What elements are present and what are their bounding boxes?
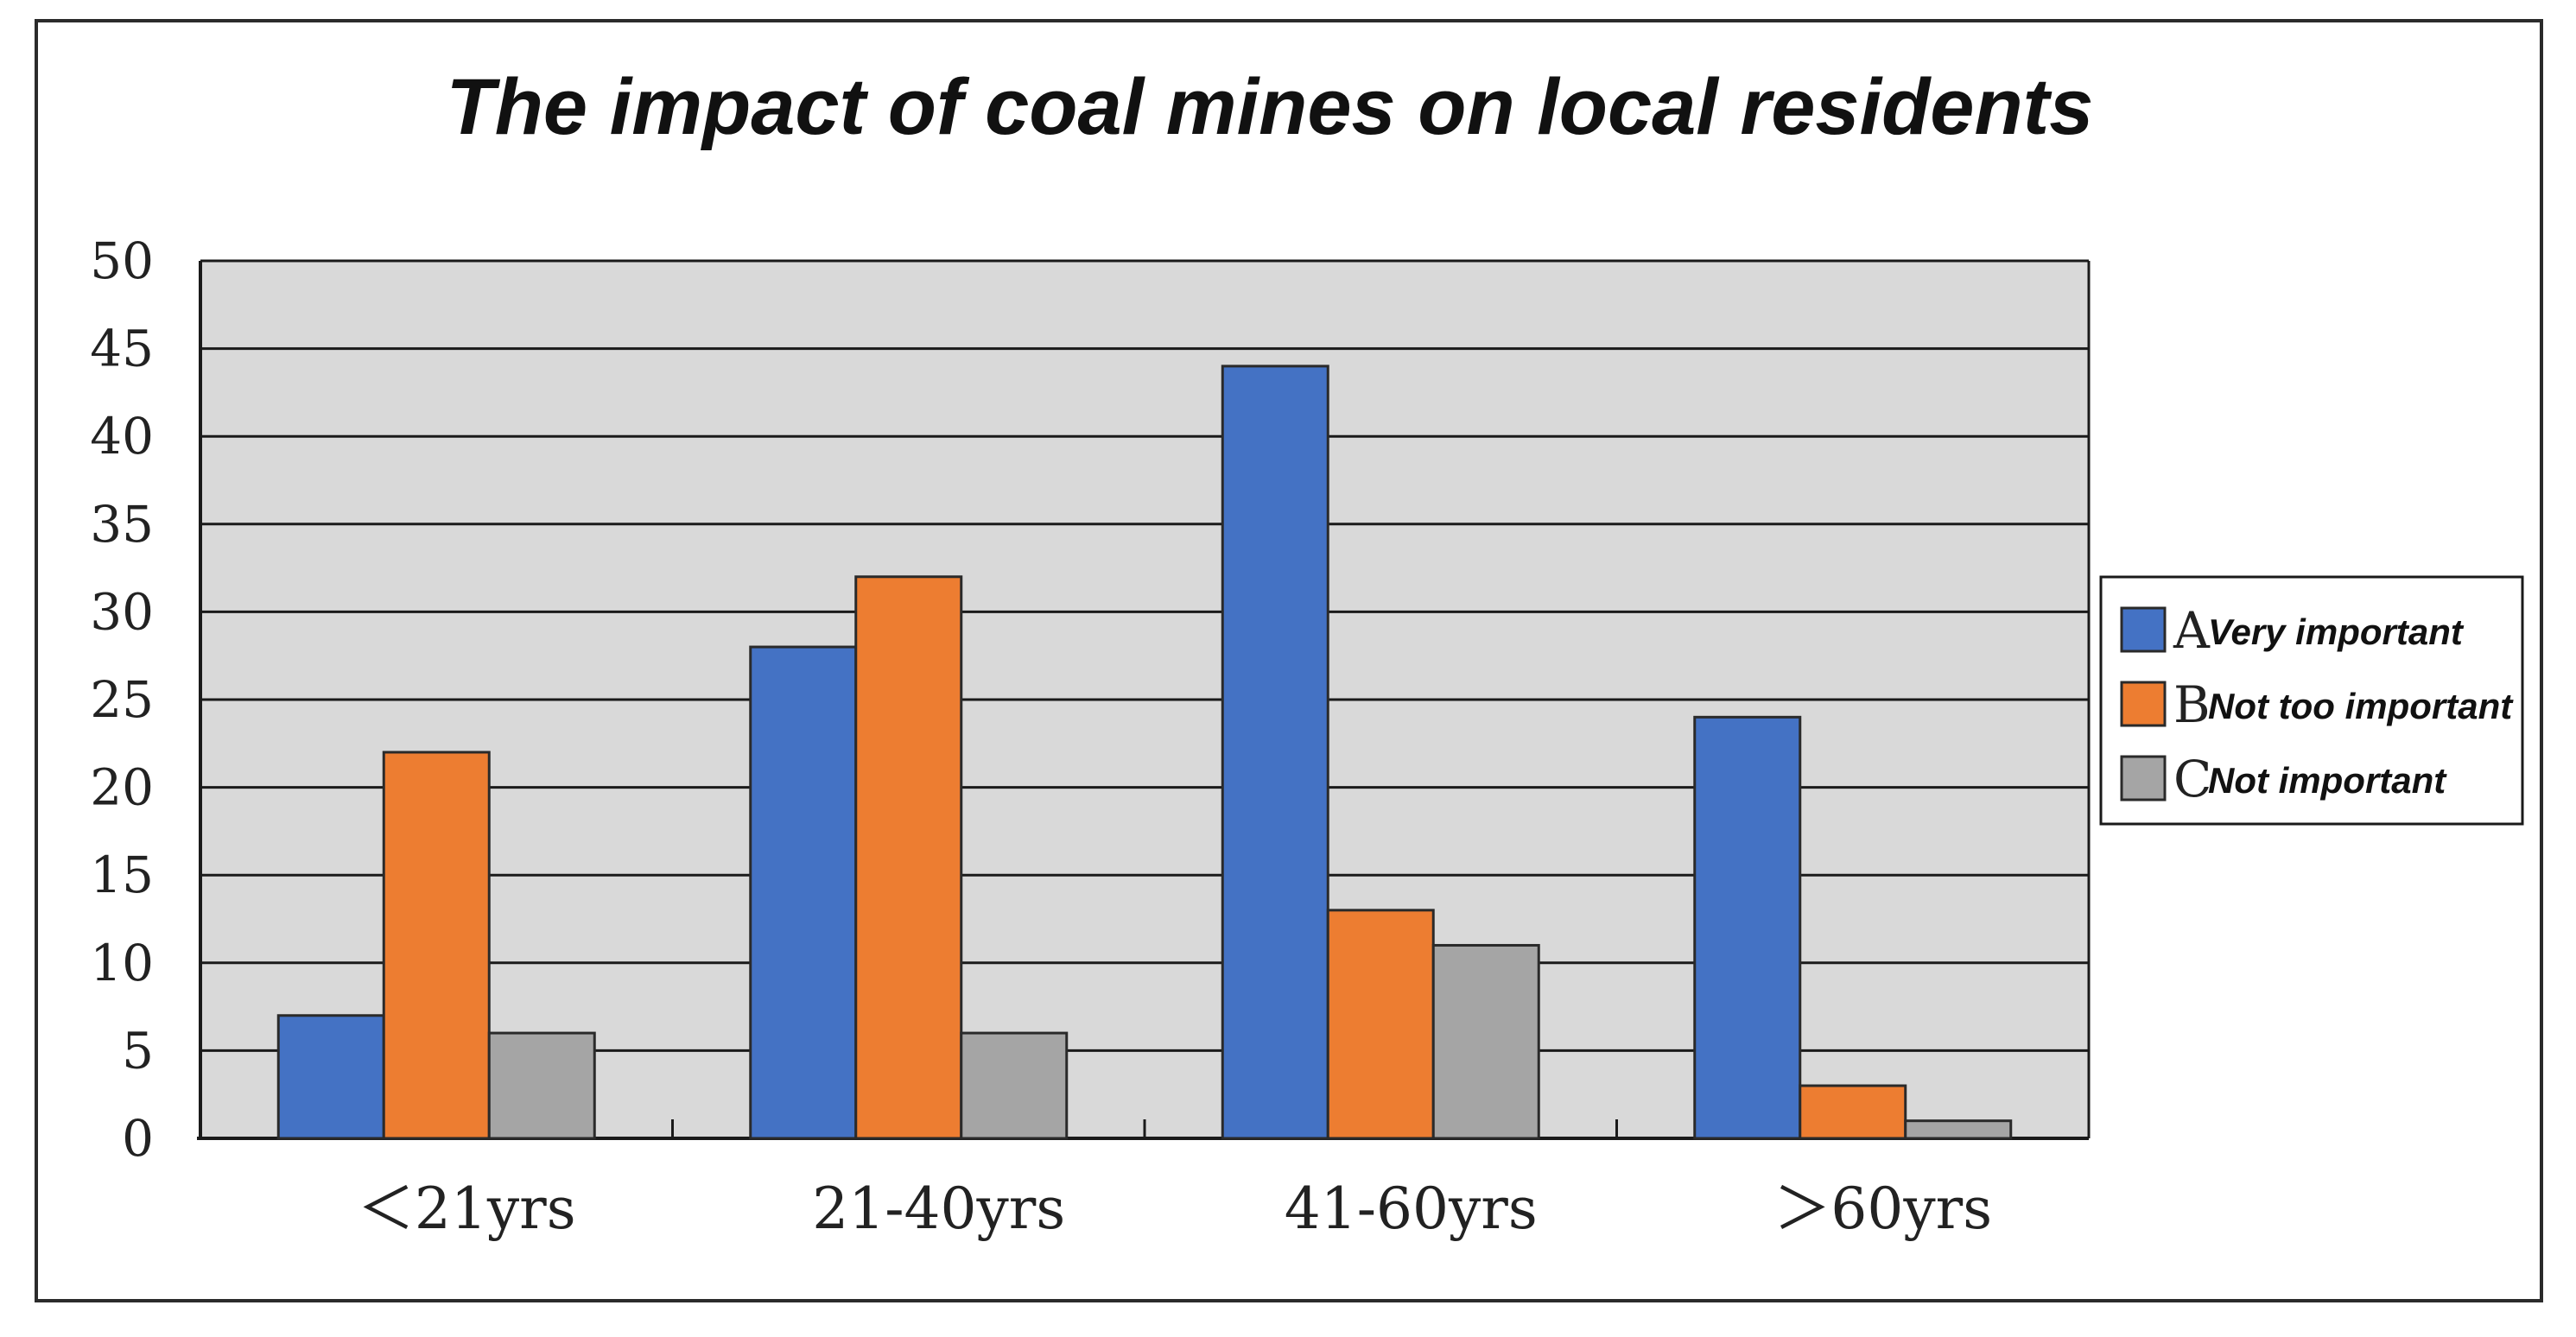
- legend-label-b: Not too important: [2208, 686, 2514, 726]
- x-category-label: ＜21yrs: [358, 1175, 576, 1242]
- x-category-label: 21-40yrs: [812, 1175, 1065, 1242]
- bar-c-4: [1904, 1119, 2013, 1140]
- legend-label-a: Very important: [2208, 611, 2465, 652]
- bar-b-4: [1799, 1084, 1907, 1140]
- y-tick-label: 50: [90, 231, 154, 290]
- y-tick-label: 25: [90, 670, 154, 729]
- legend-letter-c: C: [2173, 750, 2211, 808]
- legend-letter-a: A: [2173, 601, 2211, 660]
- chart-title: The impact of coal mines on local reside…: [447, 63, 2094, 151]
- bar-a-4: [1693, 715, 1802, 1140]
- bar-c-3: [1431, 943, 1540, 1140]
- bar-a-2: [749, 645, 858, 1140]
- bar-c-1: [487, 1031, 596, 1140]
- y-tick-label: 0: [122, 1109, 154, 1168]
- bar-a-1: [276, 1014, 385, 1140]
- legend-box: [2099, 575, 2524, 826]
- y-tick-label: 35: [90, 495, 154, 554]
- y-tick-label: 20: [90, 758, 154, 817]
- plot-area: 0 5 10 15 20 25 30 35 40 45 50 ＜21yrs 21-40yrs 41-60y…: [90, 231, 2091, 1242]
- y-tick-label: 30: [90, 582, 154, 641]
- y-tick-label: 40: [90, 407, 154, 466]
- bar-a-3: [1221, 364, 1329, 1140]
- bar-b-3: [1326, 909, 1435, 1140]
- x-category-label: ＞60yrs: [1773, 1175, 1992, 1242]
- bar-c-2: [960, 1031, 1069, 1140]
- bar-b-2: [854, 575, 963, 1140]
- legend-swatch-a: [2120, 606, 2167, 653]
- y-tick-label: 15: [90, 846, 154, 904]
- legend-label-c: Not important: [2208, 760, 2447, 801]
- y-tick-label: 10: [90, 934, 154, 992]
- y-tick-label: 5: [122, 1021, 154, 1080]
- legend-swatch-c: [2120, 755, 2167, 802]
- legend-swatch-b: [2120, 681, 2167, 727]
- x-category-label: 41-60yrs: [1285, 1175, 1538, 1242]
- bar-b-1: [382, 751, 491, 1140]
- legend-letter-b: B: [2173, 675, 2211, 734]
- y-tick-label: 45: [90, 320, 154, 378]
